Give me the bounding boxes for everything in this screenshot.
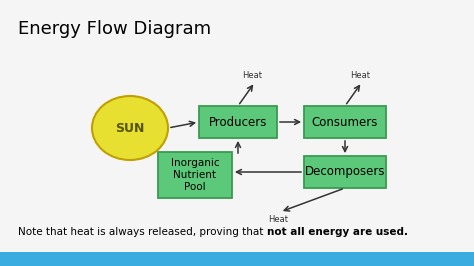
Text: SUN: SUN bbox=[115, 122, 145, 135]
Text: Heat: Heat bbox=[242, 72, 262, 81]
Text: Energy Flow Diagram: Energy Flow Diagram bbox=[18, 20, 211, 38]
Text: Consumers: Consumers bbox=[312, 115, 378, 128]
Text: Heat: Heat bbox=[350, 72, 370, 81]
Text: Note that heat is always released, proving that: Note that heat is always released, provi… bbox=[18, 227, 266, 237]
Text: not all energy are used.: not all energy are used. bbox=[266, 227, 408, 237]
Text: Inorganic
Nutrient
Pool: Inorganic Nutrient Pool bbox=[171, 158, 219, 192]
Text: Decomposers: Decomposers bbox=[305, 165, 385, 178]
Text: Heat: Heat bbox=[268, 215, 288, 225]
Text: Producers: Producers bbox=[209, 115, 267, 128]
FancyBboxPatch shape bbox=[199, 106, 277, 138]
FancyBboxPatch shape bbox=[304, 156, 386, 188]
FancyBboxPatch shape bbox=[158, 152, 232, 198]
Bar bbox=[0, 252, 474, 266]
Ellipse shape bbox=[92, 96, 168, 160]
FancyBboxPatch shape bbox=[304, 106, 386, 138]
